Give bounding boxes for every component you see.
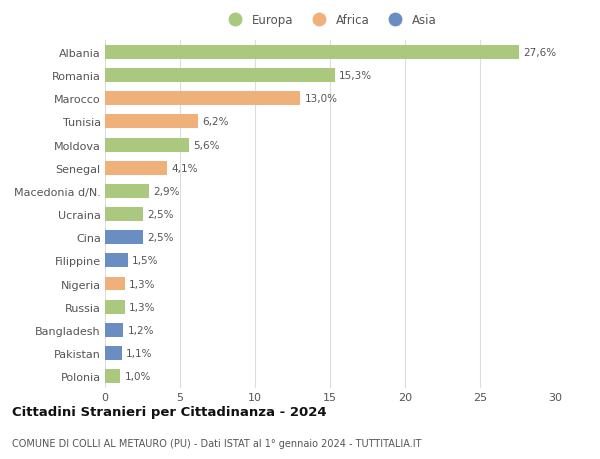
Legend: Europa, Africa, Asia: Europa, Africa, Asia: [223, 14, 437, 27]
Text: 5,6%: 5,6%: [193, 140, 220, 150]
Bar: [105, 162, 167, 175]
Bar: [105, 138, 189, 152]
Text: 1,0%: 1,0%: [125, 371, 151, 381]
Text: 1,5%: 1,5%: [132, 256, 158, 266]
Text: 6,2%: 6,2%: [203, 117, 229, 127]
Bar: [105, 346, 121, 360]
Bar: [105, 115, 198, 129]
Text: COMUNE DI COLLI AL METAURO (PU) - Dati ISTAT al 1° gennaio 2024 - TUTTITALIA.IT: COMUNE DI COLLI AL METAURO (PU) - Dati I…: [12, 438, 421, 448]
Bar: [105, 69, 335, 83]
Bar: [105, 46, 519, 60]
Text: 2,9%: 2,9%: [153, 186, 179, 196]
Bar: [105, 254, 128, 268]
Text: Cittadini Stranieri per Cittadinanza - 2024: Cittadini Stranieri per Cittadinanza - 2…: [12, 405, 326, 419]
Text: 2,5%: 2,5%: [147, 210, 173, 219]
Text: 13,0%: 13,0%: [305, 94, 337, 104]
Bar: [105, 277, 125, 291]
Bar: [105, 92, 300, 106]
Text: 15,3%: 15,3%: [339, 71, 372, 81]
Bar: [105, 323, 123, 337]
Text: 27,6%: 27,6%: [523, 48, 557, 58]
Bar: [105, 369, 120, 383]
Bar: [105, 207, 143, 222]
Text: 1,3%: 1,3%: [129, 302, 155, 312]
Text: 1,1%: 1,1%: [126, 348, 152, 358]
Text: 1,2%: 1,2%: [128, 325, 154, 335]
Text: 1,3%: 1,3%: [129, 279, 155, 289]
Text: 4,1%: 4,1%: [171, 163, 197, 174]
Bar: [105, 185, 149, 198]
Bar: [105, 300, 125, 314]
Text: 2,5%: 2,5%: [147, 233, 173, 243]
Bar: [105, 231, 143, 245]
